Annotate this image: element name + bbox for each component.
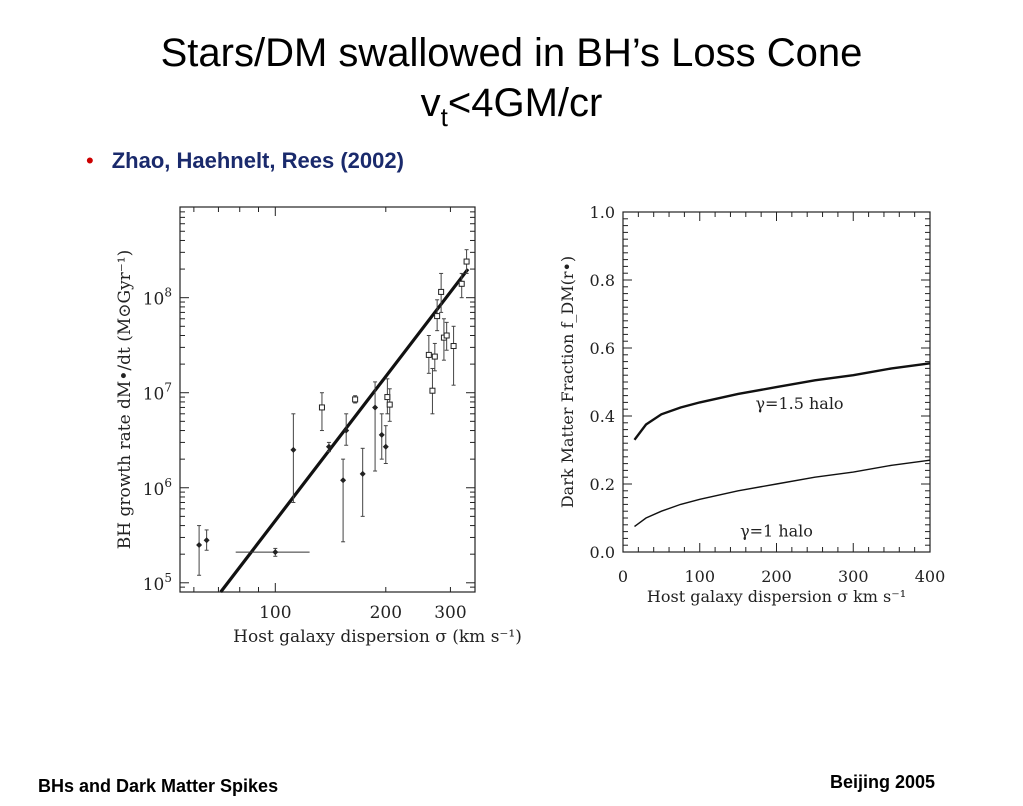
data-point bbox=[372, 404, 379, 411]
x-axis-label: Host galaxy dispersion σ (km s⁻¹) bbox=[233, 627, 522, 647]
series-label: γ=1.5 halo bbox=[755, 394, 843, 413]
x-tick-label: 0 bbox=[618, 567, 628, 586]
y-tick-label: 107 bbox=[143, 381, 172, 405]
plot-frame bbox=[179, 206, 476, 593]
data-point bbox=[203, 537, 210, 544]
x-tick-label: 100 bbox=[684, 567, 715, 586]
reference-text: Zhao, Haehnelt, Rees (2002) bbox=[111, 148, 404, 173]
footer-right: Beijing 2005 bbox=[830, 772, 936, 792]
x-tick-label: 200 bbox=[761, 567, 792, 586]
y-tick-label: 0.6 bbox=[590, 339, 615, 358]
data-point bbox=[463, 258, 470, 265]
data-point bbox=[318, 404, 325, 411]
data-point bbox=[378, 431, 385, 438]
data-point bbox=[340, 477, 347, 484]
data-point bbox=[429, 387, 436, 394]
data-point bbox=[438, 288, 445, 295]
y-tick-label: 105 bbox=[143, 571, 172, 595]
x-tick-label: 200 bbox=[370, 603, 402, 623]
data-point bbox=[325, 443, 332, 450]
title-inequality: <4GM/cr bbox=[447, 81, 603, 125]
y-tick-label: 0.0 bbox=[590, 543, 615, 562]
plot-frame bbox=[622, 211, 931, 553]
footer-left: BHs and Dark Matter Spikes bbox=[38, 776, 279, 796]
y-axis-label: BH growth rate dM•/dt (M⊙Gyr⁻¹) bbox=[115, 250, 135, 549]
x-tick-label: 400 bbox=[915, 567, 946, 586]
bullet-dot-icon: • bbox=[86, 148, 94, 173]
reference-bullet: • Zhao, Haehnelt, Rees (2002) bbox=[86, 148, 404, 174]
y-tick-label: 0.2 bbox=[590, 475, 615, 494]
dm-fraction-chart: 0 100 200 300 400 0.0 0.2 0.4 0.6 0.8 1.0 Host gala… bbox=[558, 203, 946, 606]
x-axis-label: Host galaxy dispersion σ km s⁻¹ bbox=[647, 587, 906, 606]
y-tick-label: 0.4 bbox=[590, 407, 615, 426]
y-tick-label: 1.0 bbox=[590, 203, 615, 222]
y-tick-label: 106 bbox=[143, 476, 172, 500]
data-point bbox=[382, 443, 389, 450]
data-point bbox=[434, 313, 441, 320]
x-tick-label: 300 bbox=[838, 567, 869, 586]
y-tick-label: 108 bbox=[143, 286, 172, 310]
x-tick-label: 300 bbox=[434, 603, 466, 623]
data-point bbox=[425, 351, 432, 358]
data-point bbox=[343, 427, 350, 434]
data-point bbox=[443, 332, 450, 339]
data-point bbox=[458, 280, 465, 287]
data-point bbox=[272, 549, 279, 556]
data-point bbox=[359, 470, 366, 477]
series-line bbox=[633, 362, 931, 441]
title-velocity: v bbox=[420, 81, 441, 125]
x-tick-label: 100 bbox=[259, 603, 291, 623]
y-axis-label: Dark Matter Fraction f_DM(r•) bbox=[558, 256, 577, 508]
data-point bbox=[431, 353, 438, 360]
slide-title: Stars/DM swallowed in BH’s Loss Cone bbox=[160, 31, 863, 75]
data-point bbox=[196, 541, 203, 548]
data-point bbox=[450, 343, 457, 350]
data-point bbox=[386, 401, 393, 408]
series-line bbox=[634, 459, 931, 528]
series-label: γ=1 halo bbox=[740, 522, 813, 541]
data-point bbox=[384, 394, 391, 401]
title-subscript: t bbox=[440, 102, 448, 132]
slide-title-line2: vt<4GM/cr bbox=[0, 80, 1023, 132]
bh-growth-chart: 100 200 300 105 106 107 108 Host galaxy dispers… bbox=[115, 206, 522, 647]
data-point bbox=[290, 446, 297, 453]
y-tick-label: 0.8 bbox=[590, 271, 615, 290]
data-point bbox=[352, 396, 359, 403]
